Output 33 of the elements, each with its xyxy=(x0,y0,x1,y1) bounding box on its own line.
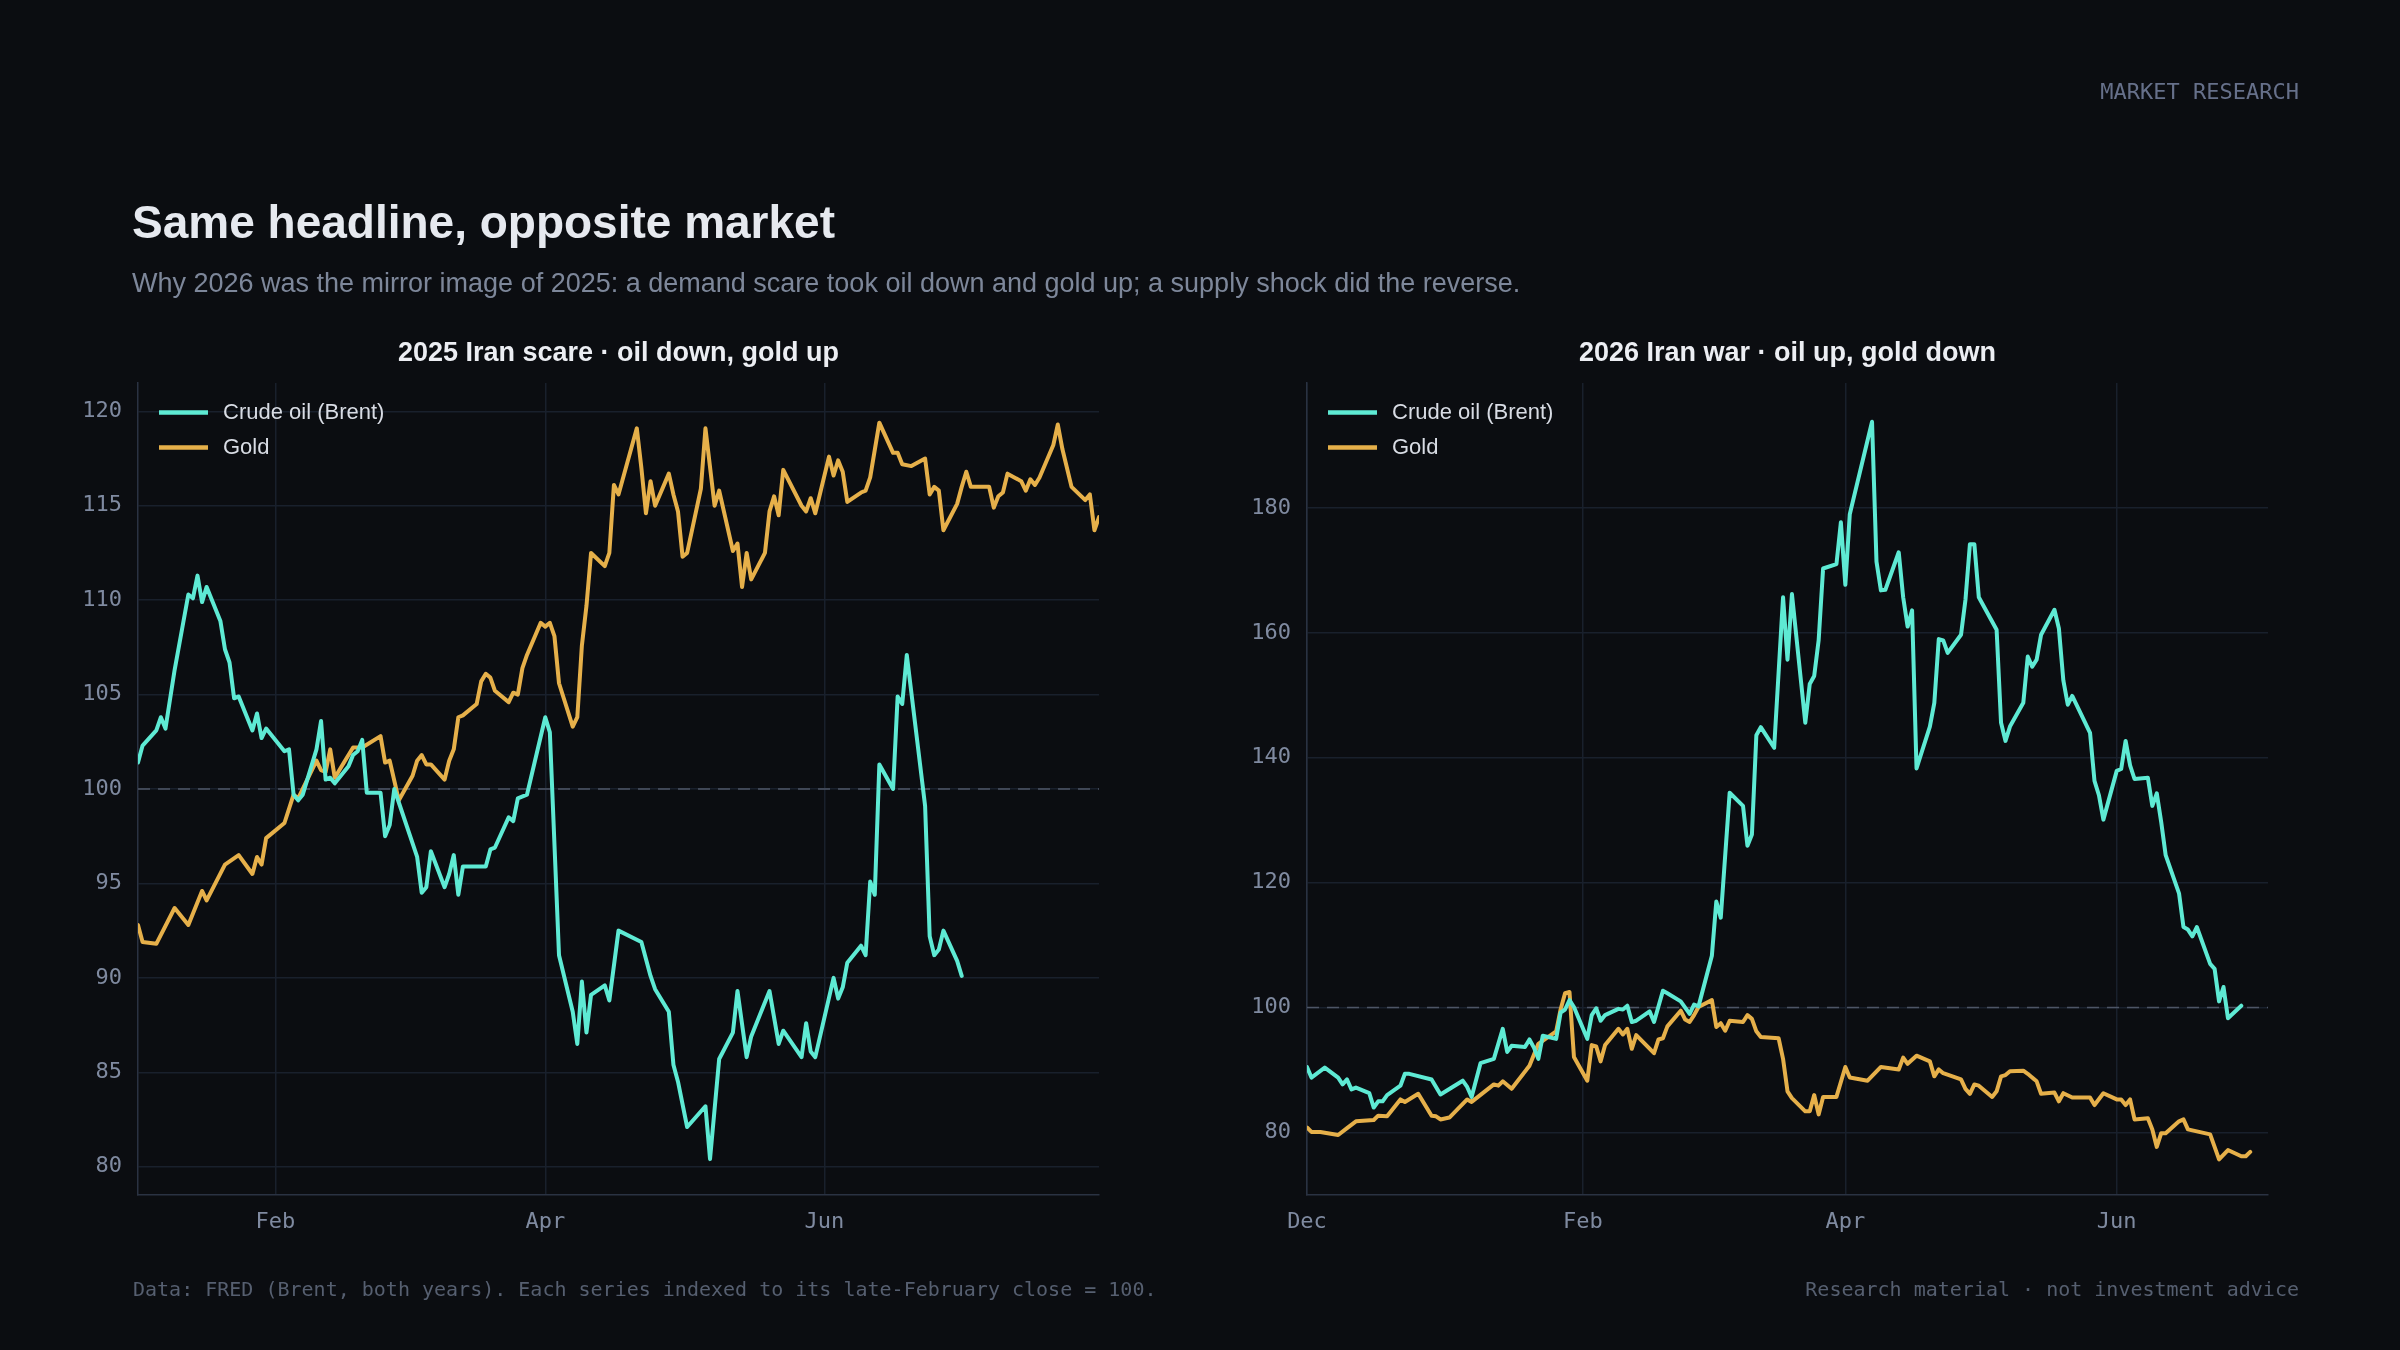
y-tick-label: 140 xyxy=(1251,743,1291,769)
y-tick-label: 80 xyxy=(95,1152,122,1178)
y-tick-label: 120 xyxy=(1251,868,1291,894)
chart-title: 2025 Iran scare · oil down, gold up xyxy=(397,336,840,367)
x-tick-label: Apr xyxy=(525,1207,566,1233)
x-tick-label: Jun xyxy=(804,1207,845,1233)
y-tick-label: 160 xyxy=(1251,618,1291,644)
legend-label: Crude oil (Brent) xyxy=(1392,398,1554,424)
text: Same headline, opposite market xyxy=(132,196,836,248)
y-tick-label: 120 xyxy=(82,397,122,423)
x-tick-label: Jun xyxy=(2096,1207,2137,1233)
legend-label: Gold xyxy=(1392,433,1439,459)
text: MARKET RESEARCH xyxy=(2100,79,2299,104)
y-tick-label: 110 xyxy=(82,585,122,611)
y-tick-label: 85 xyxy=(95,1057,122,1083)
y-tick-label: 115 xyxy=(82,491,122,517)
y-tick-label: 180 xyxy=(1251,493,1291,519)
x-tick-label: Feb xyxy=(1562,1207,1603,1233)
text: Why 2026 was the mirror image of 2025: a demand scare took oil down and gold up; a supply shock did the reverse. xyxy=(132,268,1521,298)
text: Research material · not investment advice xyxy=(1805,1277,2299,1301)
chart-title: 2026 Iran war · oil up, gold down xyxy=(1578,336,1997,367)
y-tick-label: 95 xyxy=(95,869,122,895)
x-tick-label: Feb xyxy=(255,1207,296,1233)
legend-label: Crude oil (Brent) xyxy=(223,398,385,424)
y-tick-label: 80 xyxy=(1264,1118,1291,1144)
y-tick-label: 100 xyxy=(82,774,122,800)
legend-label: Gold xyxy=(223,433,270,459)
x-tick-label: Apr xyxy=(1825,1207,1866,1233)
y-tick-label: 100 xyxy=(1251,993,1291,1019)
y-tick-label: 90 xyxy=(95,963,122,989)
text: Data: FRED (Brent, both years). Each series indexed to its late-February close = 100. xyxy=(133,1277,1157,1301)
x-tick-label: Dec xyxy=(1287,1207,1327,1233)
y-tick-label: 105 xyxy=(82,680,122,706)
